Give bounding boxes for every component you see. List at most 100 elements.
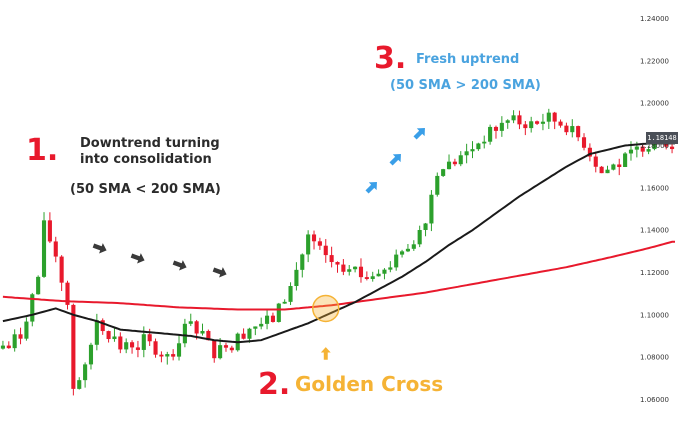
candle-down (552, 112, 557, 122)
candle-down (135, 347, 140, 350)
candle-up (446, 161, 452, 170)
candle-down (18, 334, 23, 339)
candle-up (0, 345, 5, 349)
candle-up (388, 267, 393, 270)
candle-down (53, 241, 58, 257)
candle-up (265, 315, 270, 324)
candle-up (247, 328, 252, 339)
step3-condition: (50 SMA > 200 SMA) (390, 78, 541, 93)
candle-up (441, 169, 446, 176)
candle-up (476, 143, 481, 150)
candle-up (429, 194, 434, 224)
downtrend-arrow-icon (130, 253, 145, 264)
candle-up (570, 126, 575, 133)
candle-down (323, 245, 328, 256)
candle-down (670, 146, 675, 150)
downtrend-arrow-icon (92, 243, 107, 254)
candle-up (88, 344, 94, 365)
candle-up (36, 276, 41, 295)
candle-up (200, 330, 205, 334)
candle-down (317, 241, 322, 246)
uptrend-arrow-icon (389, 154, 401, 166)
candle-down (558, 121, 563, 126)
candle-down (581, 137, 587, 148)
candle-up (435, 175, 440, 195)
candle-up (634, 146, 639, 150)
candle-up (529, 121, 534, 129)
candle-down (241, 333, 246, 339)
candle-up (253, 326, 258, 329)
y-tick-label: 1.10000 (640, 311, 669, 319)
candle-down (106, 331, 111, 340)
candle-up (188, 321, 193, 324)
candle-down (171, 354, 176, 357)
candle-down (100, 320, 105, 332)
candle-up (218, 345, 223, 359)
candle-up (423, 223, 428, 230)
y-tick-label: 1.18000 (640, 142, 669, 150)
candle-up (417, 229, 422, 245)
candle-up (405, 248, 410, 252)
candle-down (640, 146, 645, 152)
candle-up (623, 153, 628, 167)
candle-up (347, 269, 352, 272)
step3-number: 3. (374, 41, 407, 76)
candle-down (206, 330, 211, 341)
candle-down (364, 277, 369, 279)
candle-down (523, 124, 528, 129)
candle-down (130, 342, 135, 348)
candle-up (458, 155, 463, 165)
candle-up (394, 254, 399, 268)
candle-up (77, 380, 82, 389)
downtrend-arrow-icon (172, 260, 187, 271)
candle-down (223, 345, 229, 348)
candle-up (470, 149, 475, 152)
candle-up (300, 254, 305, 270)
candle-down (270, 315, 275, 322)
candle-down (564, 125, 569, 133)
candle-up (276, 303, 281, 322)
candle-down (576, 126, 581, 138)
candle-up (605, 169, 610, 174)
candle-up (30, 294, 35, 322)
step1-text-line2: into consolidation (80, 152, 212, 167)
candle-up (505, 120, 510, 123)
candle-down (593, 156, 598, 167)
candle-down (47, 220, 52, 242)
candle-down (599, 166, 604, 174)
candle-up (353, 266, 358, 270)
candle-up (382, 269, 387, 274)
step1-number: 1. (26, 133, 59, 168)
step2-number: 2. (258, 367, 291, 402)
current-price-label: 1.18148 (646, 132, 678, 144)
candle-up (628, 149, 634, 154)
candle-up (611, 164, 616, 170)
candle-up (112, 336, 117, 340)
sma200-line (2, 240, 675, 311)
candle-down (587, 147, 592, 157)
y-tick-label: 1.22000 (640, 57, 669, 65)
downtrend-arrow-icon (212, 267, 227, 278)
candle-up (540, 121, 545, 124)
candle-up (306, 234, 311, 255)
sma50-line (2, 142, 675, 344)
candle-down (65, 282, 70, 305)
y-tick-label: 1.06000 (640, 396, 669, 404)
candle-up (182, 323, 187, 344)
candle-up (165, 354, 170, 357)
candle-down (493, 126, 499, 131)
candle-up (124, 342, 129, 350)
candle-up (141, 334, 146, 350)
candle-down (153, 341, 158, 355)
candle-down (335, 262, 340, 265)
candle-down (6, 345, 11, 349)
y-tick-label: 1.12000 (640, 269, 669, 277)
candle-up (288, 286, 293, 302)
candle-down (118, 336, 123, 350)
y-tick-label: 1.08000 (640, 354, 669, 362)
candle-up (464, 151, 469, 156)
step3-text: Fresh uptrend (416, 52, 520, 67)
candle-down (212, 340, 217, 359)
y-tick-label: 1.20000 (640, 100, 669, 108)
